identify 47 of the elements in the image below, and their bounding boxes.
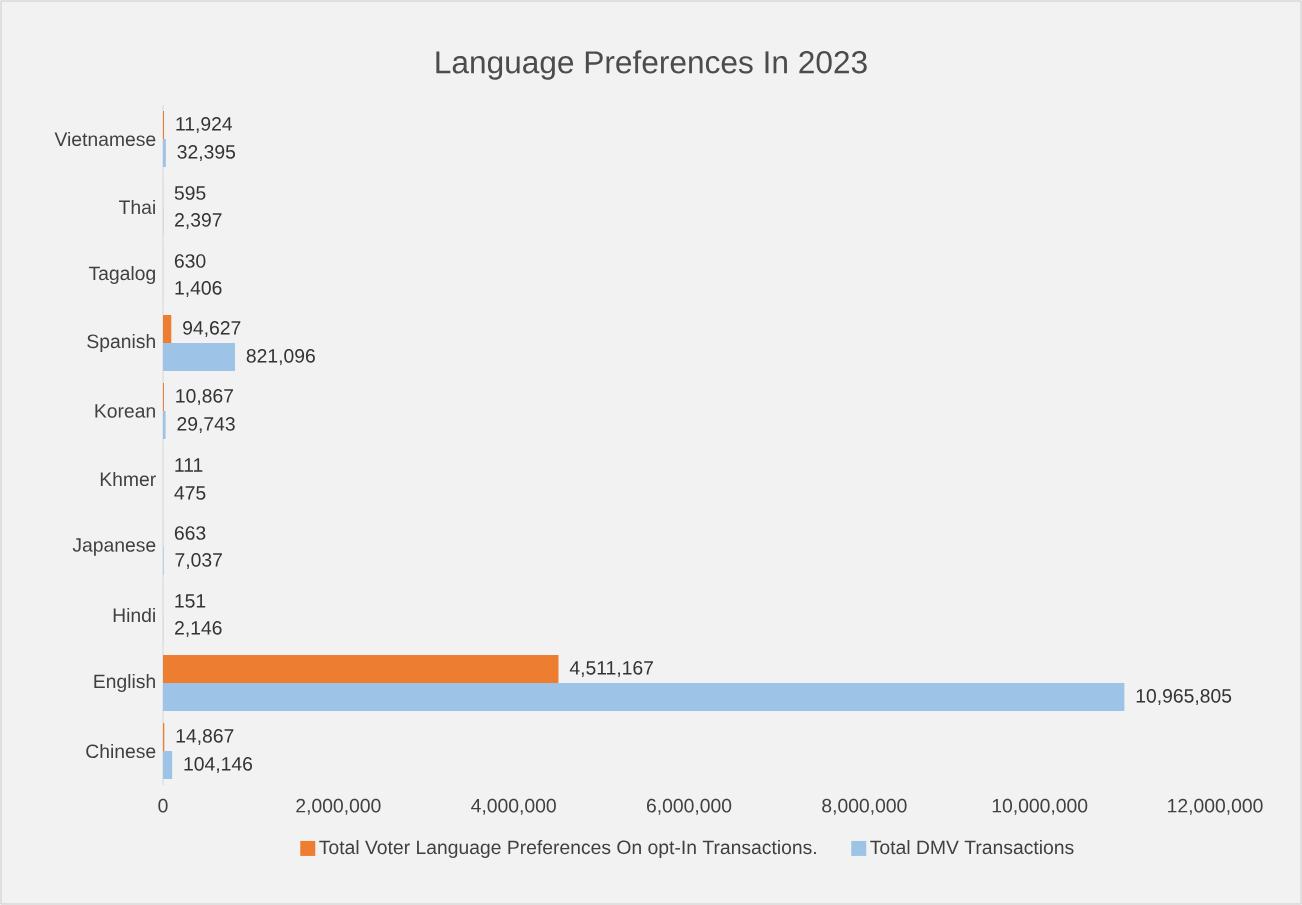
- data-label: 1,406: [175, 281, 222, 297]
- y-tick-label: Chinese: [86, 743, 156, 759]
- bar: [163, 342, 235, 371]
- data-label: 29,743: [177, 417, 235, 433]
- x-tick-label: 12,000,000: [1168, 798, 1263, 815]
- y-tick-label: Tagalog: [88, 265, 155, 284]
- y-tick-label: English: [94, 673, 155, 692]
- data-label: 10,867: [176, 389, 233, 405]
- x-tick-label: 6,000,000: [647, 798, 732, 815]
- bar: [163, 655, 559, 683]
- y-tick-label: Spanish: [87, 333, 155, 352]
- y-tick-label: Thai: [119, 199, 155, 215]
- bar: [163, 410, 166, 439]
- legend-label: Total Voter Language Preferences On opt-In Transactions.: [319, 839, 816, 858]
- y-tick-label: Korean: [95, 404, 155, 418]
- data-label: 2,397: [175, 213, 222, 229]
- data-label: 630: [174, 254, 206, 268]
- data-label: 104,146: [184, 757, 253, 773]
- x-tick-label: 10,000,000: [992, 798, 1088, 815]
- legend-label: Total DMV Transactions: [870, 839, 1074, 855]
- data-label: 111: [175, 458, 203, 472]
- x-tick-label: 8,000,000: [822, 798, 907, 815]
- data-label: 151: [175, 594, 206, 608]
- data-label: 475: [174, 486, 206, 500]
- bar: [163, 683, 1125, 711]
- y-tick-label: Hindi: [113, 607, 155, 623]
- data-label: 821,096: [246, 349, 315, 365]
- x-tick-label: 2,000,000: [296, 798, 381, 815]
- data-label: 11,924: [176, 117, 233, 133]
- y-tick-label: Khmer: [100, 471, 156, 487]
- bar: [163, 751, 173, 779]
- chart-title: Language Preferences In 2023: [436, 50, 867, 80]
- x-tick-label: 0: [158, 798, 168, 813]
- bar: [163, 314, 172, 343]
- data-label: 32,395: [177, 145, 236, 161]
- bar: [163, 138, 166, 167]
- y-tick-label: Japanese: [72, 538, 156, 556]
- x-tick-label: 4,000,000: [471, 798, 556, 815]
- y-tick-label: Vietnamese: [54, 131, 156, 147]
- data-label: 10,965,805: [1136, 689, 1232, 705]
- data-label: 2,146: [175, 621, 222, 637]
- data-label: 94,627: [183, 321, 241, 337]
- data-label: 7,037: [175, 553, 222, 569]
- data-label: 595: [174, 186, 206, 200]
- data-label: 4,511,167: [569, 661, 653, 677]
- data-label: 14,867: [176, 729, 234, 745]
- data-label: 663: [174, 526, 206, 540]
